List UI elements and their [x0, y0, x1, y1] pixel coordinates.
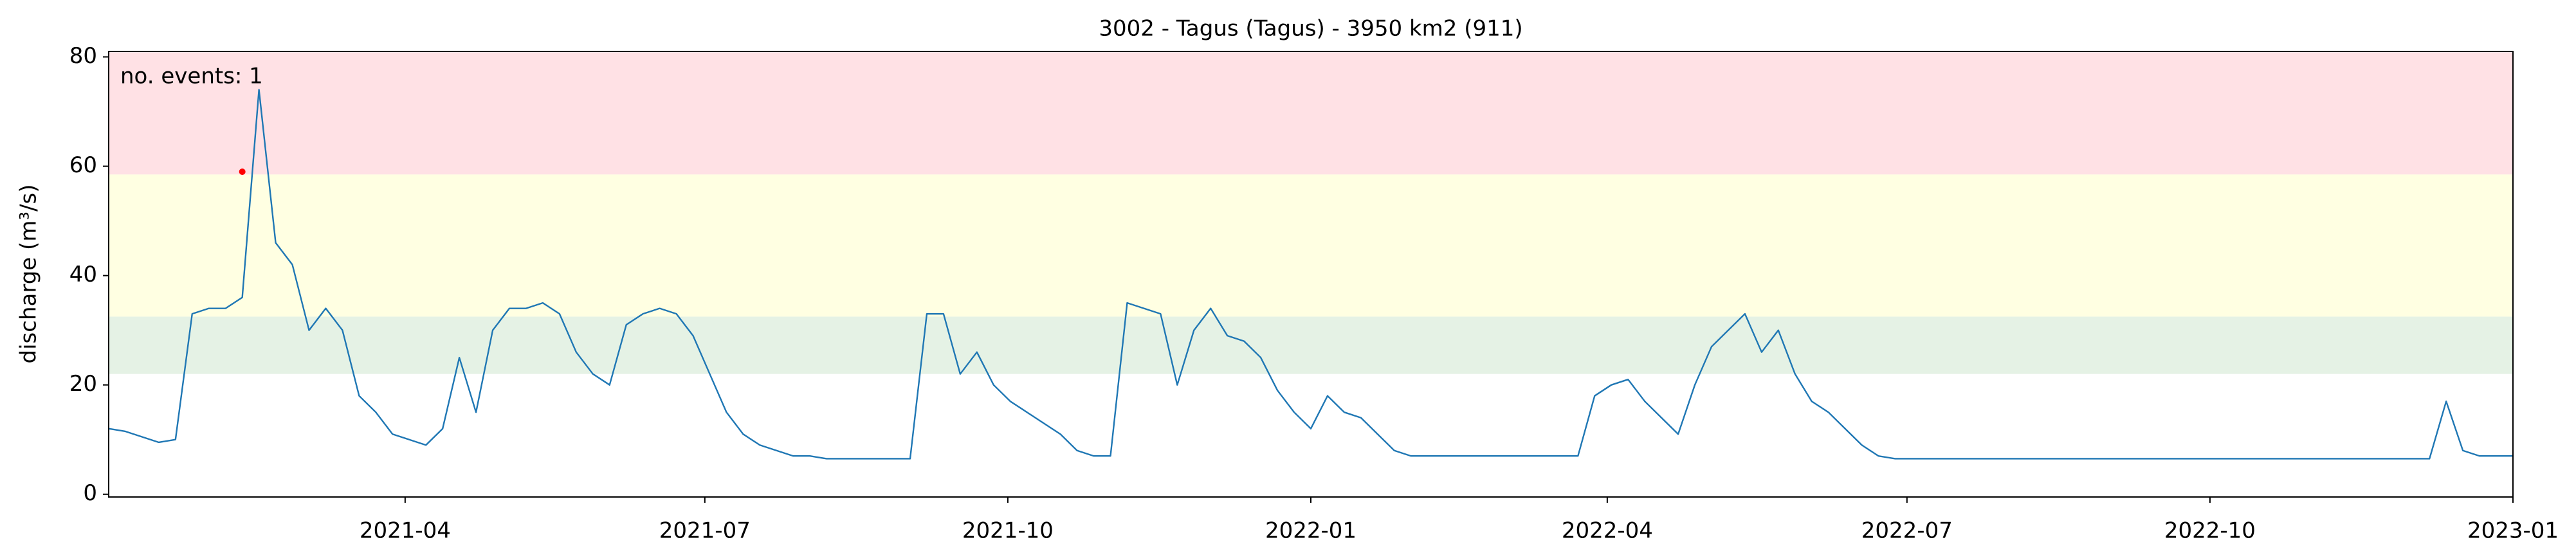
threshold-band — [109, 174, 2513, 317]
annotation: no. events: 1 — [120, 64, 263, 89]
y-tick-label: 60 — [69, 152, 97, 178]
x-tick-label: 2021-07 — [659, 518, 751, 544]
x-tick-label: 2022-04 — [1562, 518, 1653, 544]
x-tick-label: 2022-10 — [2164, 518, 2256, 544]
chart-title: 3002 - Tagus (Tagus) - 3950 km2 (911) — [1099, 16, 1522, 42]
event-marker — [239, 168, 246, 176]
x-tick-label: 2021-04 — [360, 518, 451, 544]
x-tick-label: 2021-10 — [962, 518, 1054, 544]
y-axis-label: discharge (m³/s) — [16, 185, 42, 364]
x-tick-label: 2023-01 — [2467, 518, 2559, 544]
y-tick-label: 0 — [83, 480, 97, 506]
threshold-band — [109, 316, 2513, 374]
x-tick-label: 2022-07 — [1861, 518, 1953, 544]
y-tick-label: 80 — [69, 43, 97, 69]
y-tick-label: 40 — [69, 262, 97, 287]
plot-frame — [108, 51, 2514, 498]
y-tick-label: 20 — [69, 371, 97, 397]
threshold-band — [109, 51, 2513, 175]
x-tick-label: 2022-01 — [1265, 518, 1357, 544]
discharge-line — [108, 89, 2513, 460]
